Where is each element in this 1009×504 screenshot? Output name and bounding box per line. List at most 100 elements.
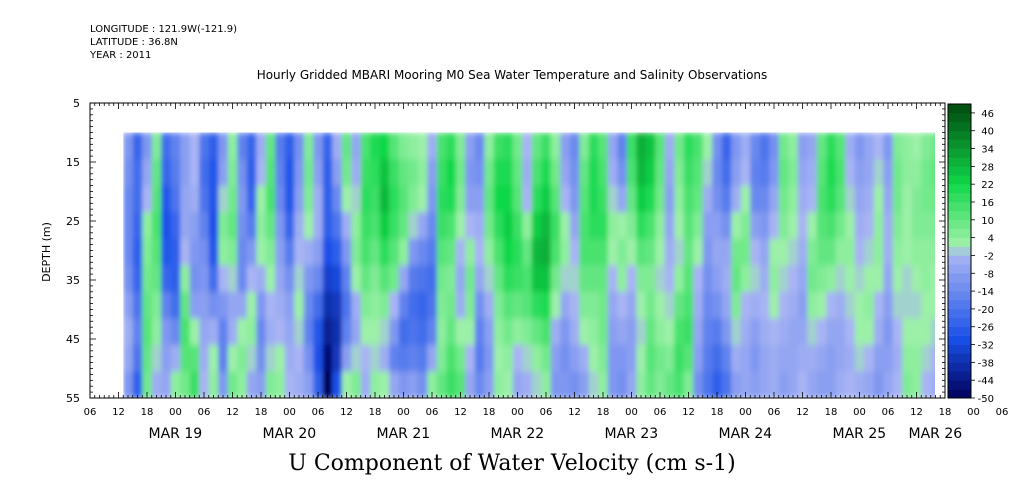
colorbar-label: -32: [978, 341, 994, 352]
heatmap-cell: [588, 185, 599, 213]
heatmap-cell: [427, 318, 438, 346]
heatmap-cell: [465, 265, 476, 293]
heatmap-cell: [664, 212, 675, 240]
colorbar-label: -20: [978, 305, 994, 316]
heatmap-cell: [503, 159, 514, 187]
heatmap-cell: [237, 212, 248, 240]
heatmap-cell: [265, 371, 276, 398]
heatmap-cell: [930, 159, 935, 187]
heatmap-cell: [617, 371, 628, 398]
heatmap-cell: [769, 185, 780, 213]
heatmap-cell: [873, 291, 884, 319]
heatmap-cell: [579, 371, 590, 398]
heatmap-cell: [531, 132, 542, 160]
colorbar-band: [948, 380, 971, 390]
heatmap-cell: [607, 159, 618, 187]
heatmap-cell: [645, 291, 656, 319]
heatmap-cell: [123, 212, 134, 240]
heatmap-cell: [370, 371, 381, 398]
heatmap-cell: [569, 291, 580, 319]
heatmap-cell: [313, 185, 324, 213]
heatmap-cell: [598, 159, 609, 187]
heatmap-cell: [607, 212, 618, 240]
heatmap-cell: [636, 159, 647, 187]
heatmap-cell: [588, 318, 599, 346]
heatmap-cell: [199, 212, 210, 240]
heatmap-cell: [294, 318, 305, 346]
heatmap-cell: [446, 238, 457, 266]
heatmap-cell: [398, 159, 409, 187]
heatmap-cell: [750, 371, 761, 398]
heatmap-cell: [816, 344, 827, 373]
heatmap-cell: [142, 291, 153, 319]
heatmap-cell: [921, 291, 932, 319]
heatmap-cell: [835, 185, 846, 213]
heatmap-cell: [417, 344, 428, 373]
heatmap-cell: [256, 159, 267, 187]
x-tick-label: 12: [682, 407, 695, 418]
heatmap-cell: [655, 265, 666, 293]
heatmap-cell: [265, 185, 276, 213]
heatmap-cell: [816, 159, 827, 187]
heatmap-cell: [503, 291, 514, 319]
heatmap-cell: [788, 212, 799, 240]
heatmap-cell: [142, 159, 153, 187]
heatmap-cell: [512, 265, 523, 293]
heatmap-cell: [398, 212, 409, 240]
heatmap-cell: [797, 238, 808, 266]
heatmap-cell: [389, 265, 400, 293]
heatmap-cell: [294, 344, 305, 373]
heatmap-cell: [550, 159, 561, 187]
heatmap-cell: [265, 318, 276, 346]
heatmap-cell: [617, 159, 628, 187]
heatmap-cell: [845, 212, 856, 240]
heatmap-cell: [341, 291, 352, 319]
heatmap-cell: [579, 238, 590, 266]
heatmap-cell: [769, 371, 780, 398]
heatmap-cell: [531, 291, 542, 319]
heatmap-cell: [788, 132, 799, 160]
heatmap-cell: [835, 159, 846, 187]
colorbar-band: [948, 264, 971, 274]
heatmap-cell: [617, 185, 628, 213]
heatmap-cell: [455, 291, 466, 319]
heatmap-cell: [740, 212, 751, 240]
heatmap-cell: [199, 185, 210, 213]
heatmap-cell: [322, 371, 333, 398]
heatmap-cell: [560, 212, 571, 240]
heatmap-cell: [883, 318, 894, 346]
heatmap-cell: [845, 371, 856, 398]
x-tick-label: 18: [483, 407, 496, 418]
heatmap-cell: [626, 132, 637, 160]
heatmap-cell: [550, 371, 561, 398]
heatmap-cell: [218, 291, 229, 319]
heatmap-cell: [237, 371, 248, 398]
heatmap-cell: [360, 185, 371, 213]
heatmap-cell: [693, 291, 704, 319]
heatmap-cell: [398, 291, 409, 319]
heatmap-cell: [256, 238, 267, 266]
heatmap-cell: [731, 371, 742, 398]
heatmap-cell: [778, 291, 789, 319]
heatmap-cell: [218, 212, 229, 240]
heatmap-cell: [845, 318, 856, 346]
heatmap-cell: [417, 371, 428, 398]
heatmap-cell: [227, 185, 238, 213]
heatmap-cell: [208, 185, 219, 213]
heatmap-cell: [208, 132, 219, 160]
heatmap-cell: [930, 291, 935, 319]
heatmap-cell: [474, 371, 485, 398]
heatmap-cell: [854, 159, 865, 187]
heatmap-cell: [588, 265, 599, 293]
y-tick-label: 25: [66, 215, 80, 228]
heatmap-cell: [626, 291, 637, 319]
heatmap-cell: [807, 238, 818, 266]
heatmap-cell: [854, 291, 865, 319]
heatmap-cell: [911, 212, 922, 240]
heatmap-cell: [208, 371, 219, 398]
heatmap-cell: [246, 344, 257, 373]
heatmap-cell: [778, 344, 789, 373]
heatmap-cell: [845, 291, 856, 319]
heatmap-cell: [398, 344, 409, 373]
heatmap-cell: [142, 132, 153, 160]
